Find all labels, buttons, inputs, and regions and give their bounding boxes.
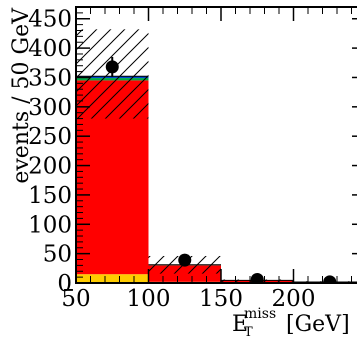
x-axis-title-unit: [GeV] [286,312,350,337]
axis-ticks [75,7,357,284]
y-tick-label-9: 450 [28,7,72,33]
y-tick-label-0: 0 [57,271,72,297]
x-tick-label-1: 100 [127,286,171,312]
x-axis-title: E T miss [GeV] [232,306,350,338]
x-axis-title-main: E [232,312,248,337]
y-tick-label-2: 100 [28,212,72,238]
x-tick-labels: 50 100 150 200 [61,286,315,312]
y-tick-labels: 0 50 100 150 200 250 300 350 400 450 [28,7,72,297]
x-tick-label-2: 150 [199,286,243,312]
data-points [105,56,337,283]
bar-segment-0-0 [76,274,149,283]
y-tick-label-3: 150 [28,183,72,209]
y-axis-title: events / 50 GeV [9,7,34,184]
data-point-3 [323,275,337,283]
data-point-1 [178,253,192,267]
y-tick-label-4: 200 [28,154,72,180]
y-tick-label-6: 300 [28,95,72,121]
y-tick-label-8: 400 [28,36,72,62]
y-tick-label-5: 250 [28,124,72,150]
data-point-0 [105,60,119,74]
x-tick-label-3: 200 [272,286,316,312]
x-axis-title-sub: T [244,325,253,338]
data-point-2 [250,272,264,283]
x-axis-title-sup: miss [244,306,276,322]
y-tick-label-7: 350 [28,65,72,91]
y-tick-label-1: 50 [43,242,72,268]
x-tick-label-0: 50 [61,286,90,312]
